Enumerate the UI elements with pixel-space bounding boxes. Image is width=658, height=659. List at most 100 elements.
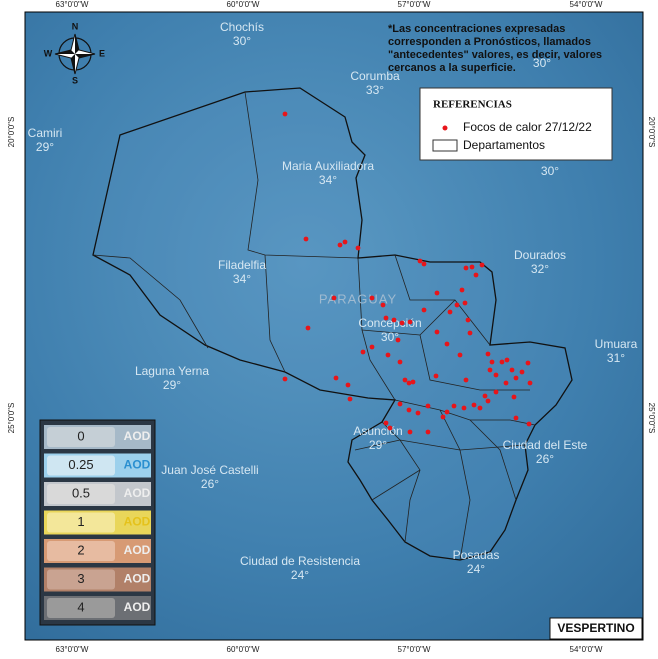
hotspot xyxy=(489,359,495,365)
hotspot xyxy=(397,359,403,365)
aod-cell xyxy=(47,541,115,561)
aod-value: 0.25 xyxy=(68,457,93,472)
hotspot xyxy=(493,389,499,395)
compass-star-inner xyxy=(55,34,95,74)
hotspot xyxy=(282,376,288,382)
city-name: Corumba xyxy=(350,69,400,83)
hotspot xyxy=(463,377,469,383)
city-name: Laguna Yerna xyxy=(135,364,209,378)
city-temp: 24° xyxy=(467,562,485,576)
hotspot xyxy=(383,420,389,426)
hotspot xyxy=(355,245,361,251)
hotspot xyxy=(399,320,405,326)
hotspot xyxy=(385,352,391,358)
legend-title: REFERENCIAS xyxy=(433,99,512,111)
aod-unit: AOD xyxy=(124,458,151,472)
compass-letter: S xyxy=(72,75,78,85)
hotspot xyxy=(471,402,477,408)
hotspot xyxy=(410,379,416,385)
period-box xyxy=(549,617,643,640)
hotspot xyxy=(457,352,463,358)
hotspot xyxy=(482,393,488,399)
city-name: Posadas xyxy=(453,548,500,562)
hotspot xyxy=(509,367,515,373)
coord-label: 57°0'0"W xyxy=(398,0,431,9)
note-line: "antecedentes" valores, es decir, valore… xyxy=(388,49,602,61)
hotspot xyxy=(444,409,450,415)
hotspot xyxy=(462,300,468,306)
coord-label: 63°0'0"W xyxy=(56,0,89,9)
city-temp: 31° xyxy=(607,351,625,365)
city-temp: 34° xyxy=(233,272,251,286)
hotspot xyxy=(333,375,339,381)
city-temp: 26° xyxy=(201,477,219,491)
hotspot xyxy=(406,407,412,413)
period-label: VESPERTINO xyxy=(557,621,634,635)
aod-value: 1 xyxy=(77,514,84,529)
hotspot xyxy=(454,302,460,308)
hotspot xyxy=(526,421,532,427)
coord-label: 25°0'0"S xyxy=(7,403,16,434)
hotspot xyxy=(369,344,375,350)
aod-value: 4 xyxy=(77,599,84,614)
hotspot xyxy=(461,405,467,411)
city-name: Asunción xyxy=(353,424,402,438)
aod-cell xyxy=(47,598,115,618)
hotspot xyxy=(473,272,479,278)
aod-unit: AOD xyxy=(124,429,151,443)
hotspot xyxy=(434,329,440,335)
city-temp: 24° xyxy=(291,568,309,582)
city-name: Camiri xyxy=(28,126,63,140)
hotspot xyxy=(402,377,408,383)
city-temp: 32° xyxy=(531,262,549,276)
aod-unit: AOD xyxy=(124,515,151,529)
hotspot xyxy=(305,325,311,331)
hotspot xyxy=(467,330,473,336)
hotspot xyxy=(519,369,525,375)
hotspot xyxy=(447,309,453,315)
aod-unit: AOD xyxy=(124,572,151,586)
hotspot xyxy=(434,290,440,296)
hotspot xyxy=(337,242,343,248)
city-temp: 34° xyxy=(319,173,337,187)
hotspot xyxy=(487,367,493,373)
departments xyxy=(92,91,536,561)
country-border xyxy=(92,87,573,561)
city-temp: 26° xyxy=(536,452,554,466)
hotspot xyxy=(463,265,469,271)
coord-label: 54°0'0"W xyxy=(570,0,603,9)
city-name: Concepción xyxy=(358,316,421,330)
hotspot xyxy=(511,394,517,400)
hotspot xyxy=(360,349,366,355)
hotspot xyxy=(345,382,351,388)
legend-dot xyxy=(442,125,448,131)
city-temp: 30° xyxy=(533,56,551,70)
hotspot xyxy=(331,295,337,301)
city-temp: 29° xyxy=(36,140,54,154)
coord-label: 20°0'0"S xyxy=(647,117,656,148)
hotspot xyxy=(479,262,485,268)
hotspot xyxy=(303,236,309,242)
aod-unit: AOD xyxy=(124,543,151,557)
hotspot xyxy=(503,380,509,386)
city-name: Dourados xyxy=(514,248,566,262)
coord-label: 20°0'0"S xyxy=(7,117,16,148)
hotspot xyxy=(440,414,446,420)
note-line: cercanos a la superficie. xyxy=(388,62,516,74)
coord-label: 54°0'0"W xyxy=(570,645,603,654)
hotspot xyxy=(387,425,393,431)
coord-label: 63°0'0"W xyxy=(56,645,89,654)
aod-cell xyxy=(47,512,115,533)
aod-unit: AOD xyxy=(124,486,151,500)
hotspot xyxy=(451,403,457,409)
legend-item: Focos de calor 27/12/22 xyxy=(463,120,592,134)
hotspot xyxy=(407,429,413,435)
compass-letter: W xyxy=(44,48,53,58)
hotspot xyxy=(347,396,353,402)
hotspot xyxy=(415,410,421,416)
coord-label: 60°0'0"W xyxy=(227,0,260,9)
hotspot xyxy=(485,351,491,357)
aod-cell xyxy=(47,569,115,590)
